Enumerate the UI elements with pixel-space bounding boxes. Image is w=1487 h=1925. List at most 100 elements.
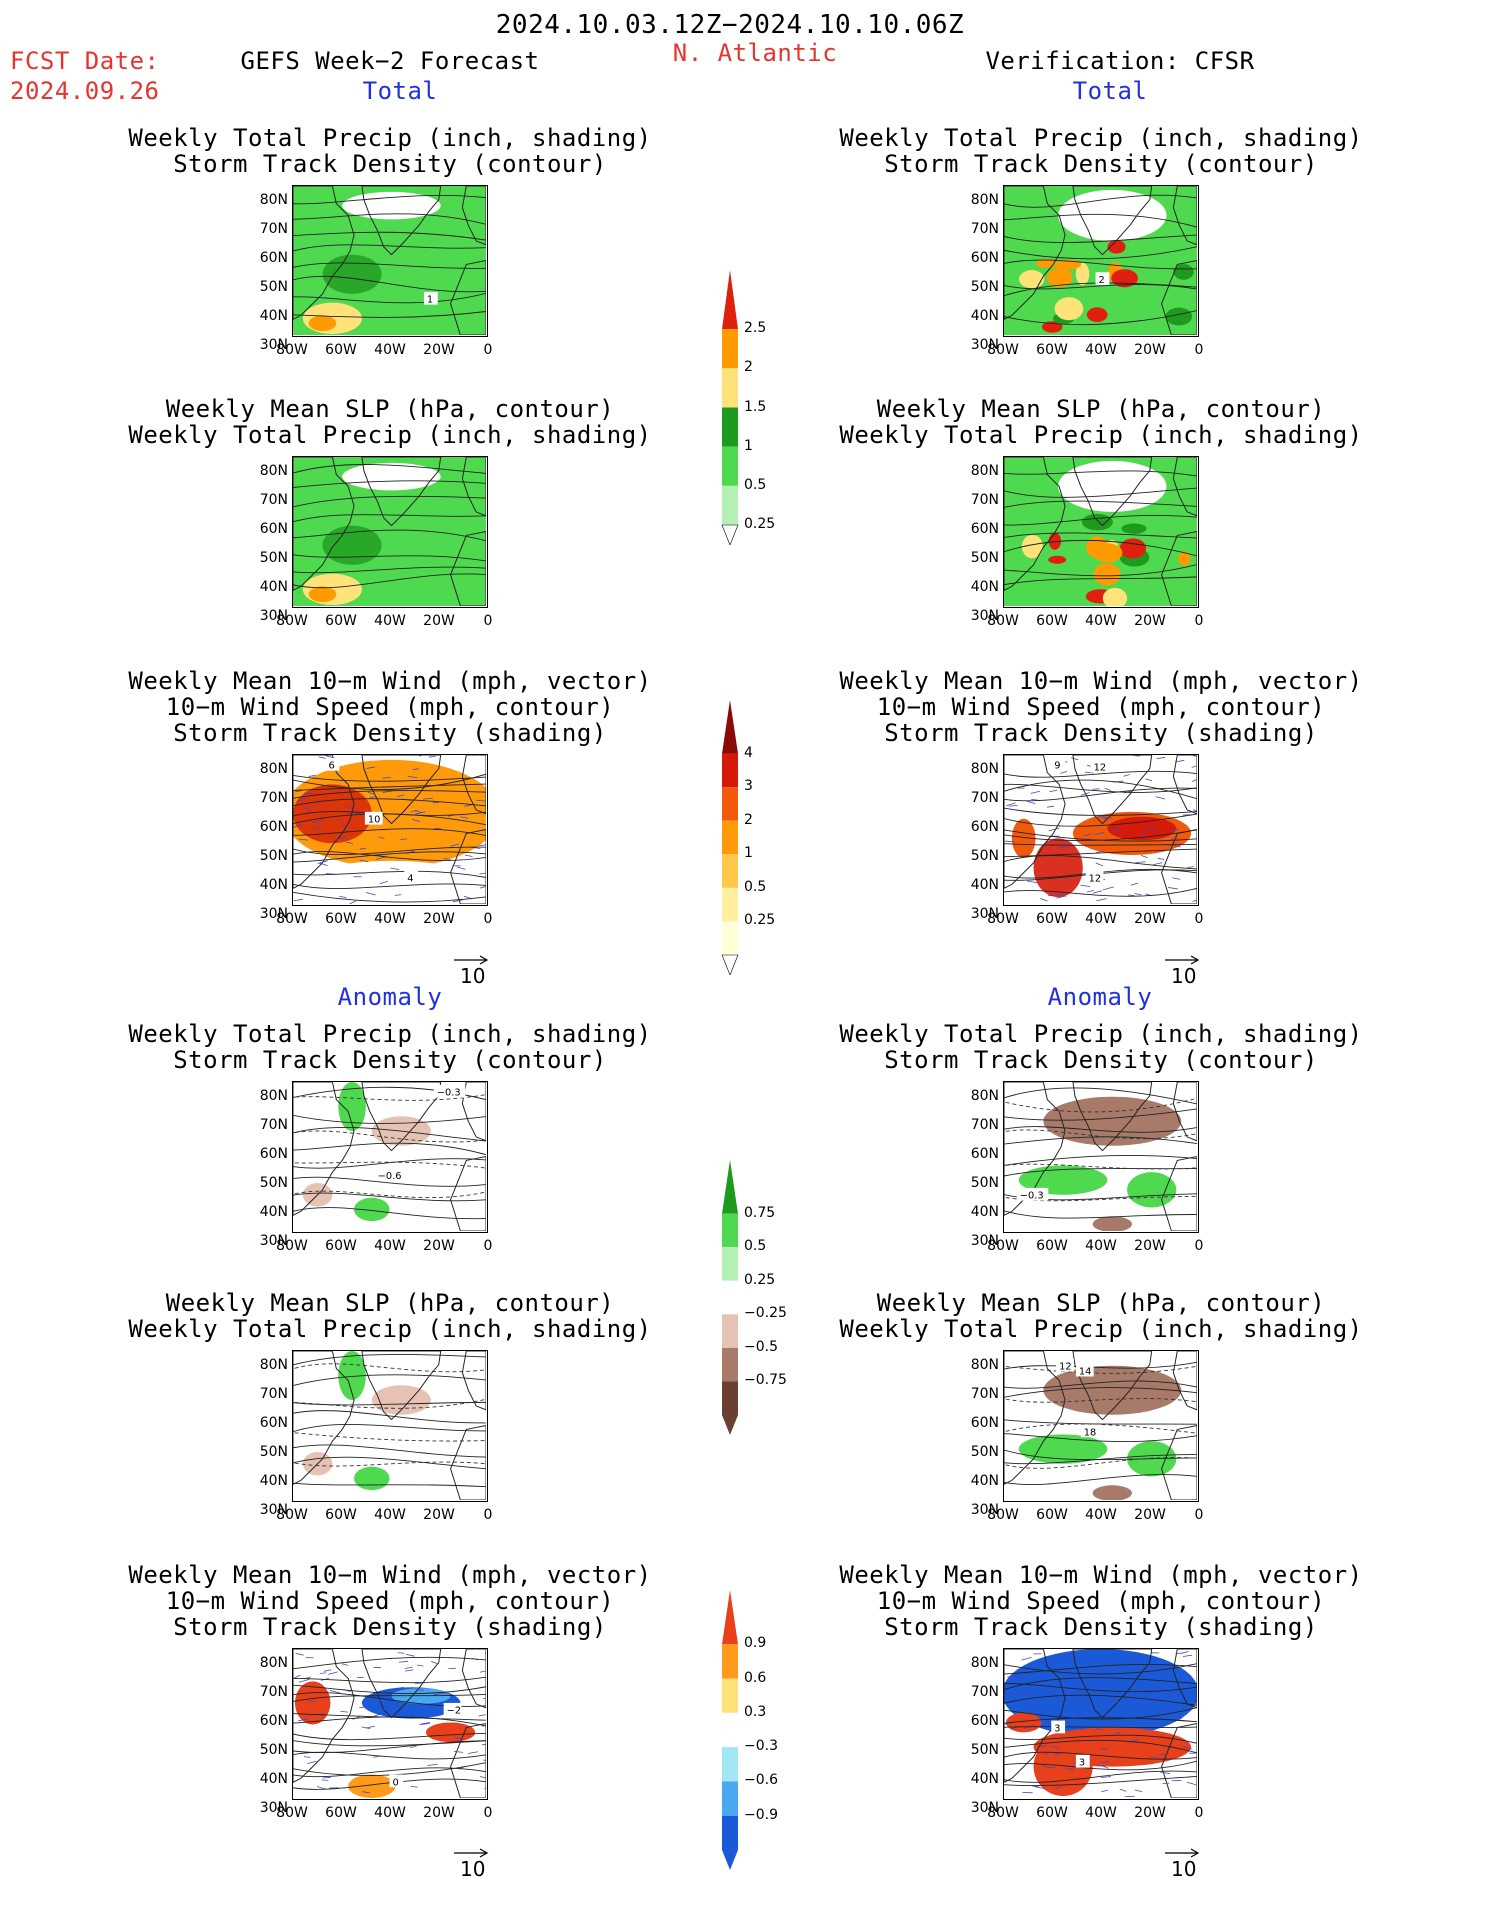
lat-tick-label: 30N <box>259 608 288 624</box>
coastline <box>361 1649 442 1719</box>
contour-line <box>293 1410 486 1424</box>
contour-line <box>293 292 486 304</box>
wind-vector <box>419 1723 430 1726</box>
contour-line <box>293 851 486 863</box>
wind-vector <box>416 1664 424 1667</box>
wind-vector <box>1157 857 1165 860</box>
wind-vector <box>423 797 433 800</box>
wind-vector <box>484 1788 486 1789</box>
contour-line <box>293 1740 486 1747</box>
wind-vector <box>1004 1694 1014 1697</box>
lat-tick-label: 30N <box>970 1233 999 1249</box>
contour-line <box>1004 282 1197 297</box>
contour-line <box>293 1401 486 1406</box>
map-vf-anom-sp: 12 14 18 <box>1003 1350 1199 1502</box>
lat-tick-label: 30N <box>970 1502 999 1518</box>
wind-vector <box>346 805 354 808</box>
contour-line <box>1004 1398 1197 1403</box>
contour-line <box>1004 1387 1197 1398</box>
wind-vector <box>1101 1761 1110 1764</box>
panel-title-line: Weekly Total Precip (inch, shading) <box>839 421 1363 449</box>
lon-tick-label: 80W <box>276 613 308 629</box>
lat-tick-label: 50N <box>970 1444 999 1460</box>
lat-tick-label: 70N <box>259 1684 288 1700</box>
contour-line <box>293 870 486 879</box>
lon-tick-label: 80W <box>276 911 308 927</box>
shading-blob <box>354 1197 390 1222</box>
wind-vector <box>1145 778 1153 782</box>
coastline <box>1004 186 1066 320</box>
verification-title: Verification: CFSR <box>985 47 1255 75</box>
wind-vector <box>1170 837 1178 841</box>
lat-tick-label: 30N <box>970 906 999 922</box>
contour-line <box>293 1676 486 1684</box>
wind-vector <box>1071 757 1079 761</box>
lat-tick-label: 80N <box>970 463 999 479</box>
wind-vector <box>1047 805 1055 808</box>
wind-vector <box>1096 1728 1104 1730</box>
lon-tick-label: 0 <box>483 1805 493 1821</box>
map-vf-anom-pt: −0.3 <box>1003 1081 1199 1233</box>
contour-line <box>1004 1155 1197 1166</box>
colorbar-swatch <box>722 700 738 754</box>
colorbar-swatch <box>722 887 738 922</box>
contour-line <box>1004 1770 1197 1783</box>
contour-line <box>293 1127 486 1142</box>
shading-blob <box>348 1774 396 1798</box>
map-canvas: 9 12 12 <box>1004 755 1197 904</box>
lon-tick-label: 40W <box>374 1805 406 1821</box>
contour-line <box>1004 1726 1197 1729</box>
lon-tick-label: 40W <box>1085 1805 1117 1821</box>
wind-vector <box>382 776 391 779</box>
contour-line <box>1004 1126 1197 1133</box>
lon-tick-label: 20W <box>1134 342 1166 358</box>
wind-vector <box>314 802 322 805</box>
map-canvas <box>293 1351 486 1500</box>
colorbar-swatch <box>722 270 738 330</box>
wind-vector <box>336 836 346 840</box>
wind-vector <box>298 1678 310 1683</box>
svg-text:−0.6: −0.6 <box>378 1171 402 1182</box>
contour-line <box>293 1398 486 1409</box>
total-label-verification: Total <box>1072 77 1148 105</box>
contour-line <box>293 480 486 488</box>
contour-line <box>1004 855 1197 870</box>
lat-tick-label: 60N <box>970 521 999 537</box>
lon-tick-label: 40W <box>1085 1238 1117 1254</box>
contour-line <box>293 828 486 837</box>
wind-vector <box>1095 862 1104 867</box>
contour-line <box>293 244 486 252</box>
svg-text:3: 3 <box>1079 1758 1085 1769</box>
wind-vector <box>382 790 393 793</box>
wind-vector <box>304 1756 311 1758</box>
wind-vector <box>1004 1722 1013 1725</box>
wind-vector <box>479 872 486 875</box>
colorbar-tick-label: 0.5 <box>744 1238 767 1255</box>
wind-vector <box>1161 1708 1171 1711</box>
wind-vector <box>318 862 328 866</box>
wind-vector <box>1104 787 1112 791</box>
wind-vector <box>476 799 486 802</box>
wind-vector <box>295 1653 304 1656</box>
lon-tick-label: 0 <box>483 1507 493 1523</box>
lat-tick-label: 70N <box>259 1117 288 1133</box>
wind-vector <box>433 1693 442 1696</box>
colorbar-swatch <box>722 1815 738 1850</box>
colorbar-swatch <box>722 1712 738 1748</box>
contour-line <box>1004 770 1197 778</box>
contour-line <box>1004 284 1197 290</box>
wind-vector <box>1100 1776 1111 1778</box>
colorbar-swatch <box>722 1644 738 1679</box>
contour-line <box>1004 1423 1197 1434</box>
lat-tick-label: 50N <box>970 550 999 566</box>
wind-vector <box>1134 893 1142 896</box>
wind-vector <box>1101 1789 1108 1792</box>
shading-blob <box>1033 838 1083 898</box>
lat-tick-label: 80N <box>259 463 288 479</box>
shading-blob <box>1107 816 1177 841</box>
lon-tick-label: 20W <box>423 1507 455 1523</box>
contour-line <box>1004 787 1197 802</box>
lat-tick-label: 70N <box>259 1386 288 1402</box>
lat-tick-label: 40N <box>259 1771 288 1787</box>
colorbar-tick-label: 0.75 <box>744 1204 776 1221</box>
